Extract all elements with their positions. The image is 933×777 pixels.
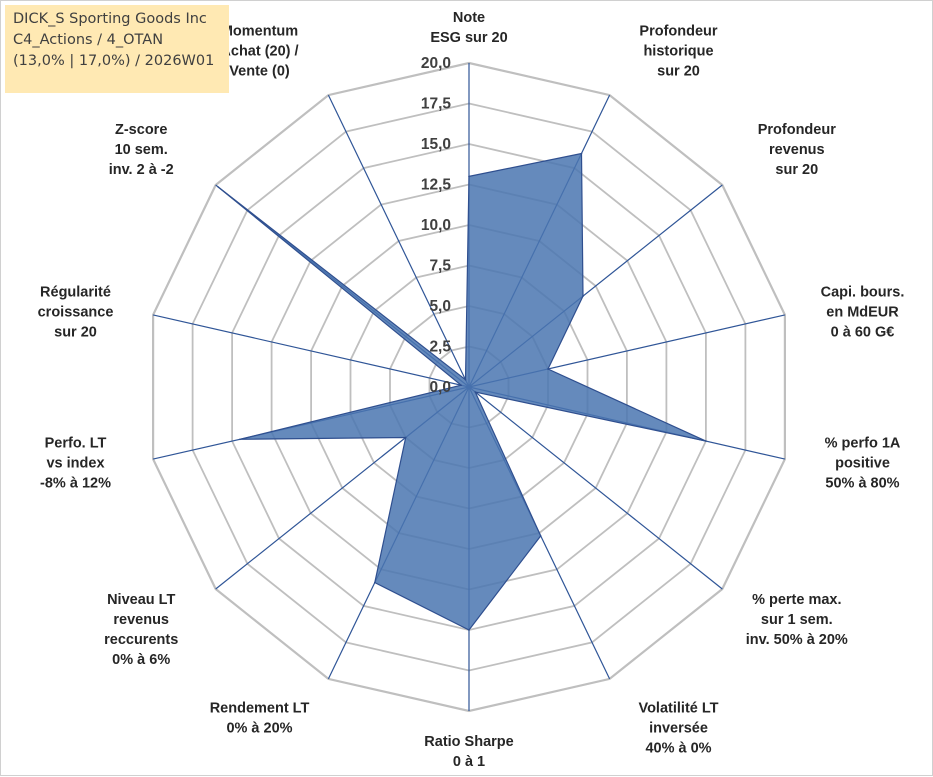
axis-label: Z-score 10 sem. inv. 2 à -2 bbox=[109, 122, 174, 178]
axis-label-line: inversée bbox=[649, 720, 708, 736]
axis-label-line: revenus bbox=[769, 142, 825, 158]
info-box: DICK_S Sporting Goods Inc C4_Actions / 4… bbox=[5, 5, 229, 93]
axis-label-line: Perfo. LT bbox=[45, 436, 107, 452]
axis-spoke bbox=[468, 386, 723, 590]
axis-label: Profondeur revenus sur 20 bbox=[758, 122, 836, 178]
axis-spoke bbox=[327, 94, 470, 388]
axis-label: Rendement LT 0% à 20% bbox=[210, 700, 310, 736]
tick-label: 0,0 bbox=[429, 379, 451, 396]
axis-label-line: 0% à 6% bbox=[112, 652, 170, 668]
axis-label-line: revenus bbox=[113, 612, 169, 628]
info-category: C4_Actions / 4_OTAN bbox=[13, 32, 164, 48]
axis-label-line: Profondeur bbox=[639, 24, 717, 40]
tick-label: 17,5 bbox=[421, 96, 452, 113]
axis-label-line: % perte max. bbox=[752, 592, 841, 608]
data-point bbox=[239, 438, 241, 441]
data-point bbox=[460, 384, 462, 387]
data-point bbox=[580, 152, 583, 155]
data-point bbox=[547, 368, 549, 370]
label-layer: Note ESG sur 20 Profondeur historique sur 20… bbox=[38, 10, 905, 770]
axis-label-line: Profondeur bbox=[758, 122, 836, 138]
tick-layer: 0,0 2,5 5,0 7,5 10,0 12,5 15,0 17,5 20,0 bbox=[421, 55, 452, 396]
axis-label-line: sur 20 bbox=[657, 64, 700, 80]
series-layer bbox=[217, 152, 707, 631]
axis-label-line: ESG sur 20 bbox=[430, 30, 507, 46]
axis-label-line: sur 20 bbox=[54, 324, 97, 340]
axis-label-line: 10 sem. bbox=[115, 142, 168, 158]
axis-label-line: 40% à 0% bbox=[645, 740, 711, 756]
axis-label: Volatilité LT inversée 40% à 0% bbox=[638, 700, 718, 756]
axis-label-line: vs index bbox=[46, 456, 104, 472]
data-point bbox=[539, 535, 542, 537]
axis-label: Régularité croissance sur 20 bbox=[38, 284, 114, 340]
axis-label-line: sur 1 sem. bbox=[761, 612, 833, 628]
axis-label: Perfo. LT vs index -8% à 12% bbox=[40, 436, 111, 492]
axis-label: Profondeur historique sur 20 bbox=[639, 24, 717, 80]
info-company: DICK_S Sporting Goods Inc bbox=[13, 11, 207, 27]
data-point bbox=[468, 629, 470, 631]
axis-label: % perte max. sur 1 sem. inv. 50% à 20% bbox=[746, 592, 848, 648]
axis-label-line: positive bbox=[835, 456, 890, 472]
tick-label: 5,0 bbox=[429, 298, 451, 315]
tick-label: 10,0 bbox=[421, 217, 451, 234]
axis-label: Ratio Sharpe 0 à 1 bbox=[424, 734, 513, 770]
axis-label-line: inv. 50% à 20% bbox=[746, 632, 848, 648]
axis-label-line: Achat (20) / bbox=[220, 44, 298, 60]
axis-label-line: historique bbox=[643, 44, 713, 60]
data-point bbox=[705, 440, 707, 442]
tick-label: 12,5 bbox=[421, 177, 452, 194]
axis-label-line: 0 à 1 bbox=[453, 754, 485, 770]
axis-label: Momentum Achat (20) / Vente (0) bbox=[220, 24, 298, 80]
axis-label-line: croissance bbox=[38, 304, 114, 320]
axis-label: % perfo 1A positive 50% à 80% bbox=[825, 436, 901, 492]
axis-label: Capi. bours. en MdEUR 0 à 60 G€ bbox=[821, 284, 905, 340]
axis-label-line: Régularité bbox=[40, 284, 111, 300]
info-params: (13,0% | 17,0%) / 2026W01 bbox=[13, 53, 215, 69]
data-point bbox=[468, 175, 470, 178]
axis-label-line: 0% à 20% bbox=[226, 720, 292, 736]
axis-label-line: Momentum bbox=[221, 24, 298, 40]
data-point bbox=[374, 581, 376, 584]
axis-label-line: Note bbox=[453, 10, 485, 26]
axis-label-line: Z-score bbox=[115, 122, 167, 138]
axis-label-line: % perfo 1A bbox=[825, 436, 901, 452]
tick-label: 20,0 bbox=[421, 55, 451, 72]
data-point bbox=[404, 436, 407, 439]
axis-label-line: 50% à 80% bbox=[825, 476, 899, 492]
axis-label-line: 0 à 60 G€ bbox=[831, 324, 895, 340]
axis-label-line: -8% à 12% bbox=[40, 476, 111, 492]
axis-label-line: Capi. bours. bbox=[821, 284, 905, 300]
axis-label-line: reccurents bbox=[104, 632, 178, 648]
axis-spoke bbox=[152, 314, 470, 388]
axis-label-line: Ratio Sharpe bbox=[424, 734, 513, 750]
axis-label-line: Volatilité LT bbox=[638, 700, 718, 716]
axis-label-line: Vente (0) bbox=[229, 64, 290, 80]
axis-label-line: Niveau LT bbox=[107, 592, 175, 608]
tick-label: 2,5 bbox=[429, 339, 451, 356]
data-point bbox=[474, 391, 477, 393]
axis-label: Note ESG sur 20 bbox=[430, 10, 507, 46]
axis-label-line: en MdEUR bbox=[826, 304, 899, 320]
data-point bbox=[217, 186, 219, 188]
axis-label-line: Rendement LT bbox=[210, 700, 310, 716]
data-point bbox=[464, 378, 467, 381]
data-point bbox=[582, 295, 584, 297]
axis-label-line: sur 20 bbox=[775, 162, 818, 178]
axis-label: Niveau LT revenus reccurents 0% à 6% bbox=[104, 592, 178, 668]
tick-label: 15,0 bbox=[421, 136, 451, 153]
tick-label: 7,5 bbox=[429, 258, 451, 275]
axis-label-line: inv. 2 à -2 bbox=[109, 162, 174, 178]
